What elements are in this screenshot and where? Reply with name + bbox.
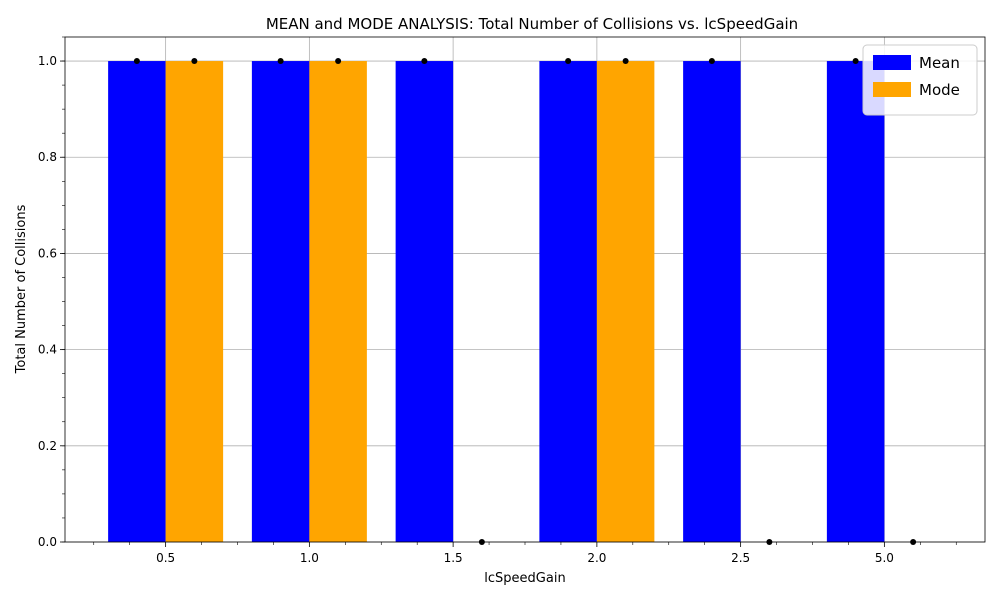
y-tick-label: 0.2	[38, 439, 57, 453]
y-tick-label: 0.4	[38, 343, 57, 357]
x-tick-label: 2.0	[587, 551, 606, 565]
mean-bar-1_5	[395, 61, 454, 543]
x-axis-label: lcSpeedGain	[484, 571, 565, 586]
mean-bar-2_5	[683, 61, 741, 543]
mean-marker-1_0	[277, 58, 284, 65]
legend-label-mean: Mean	[919, 54, 960, 72]
mode-bar-1_0	[309, 61, 367, 543]
mode-bar-2_0	[596, 61, 655, 543]
mode-bar-0_5	[165, 61, 224, 543]
y-tick-label: 1.0	[38, 54, 57, 68]
mode-marker-2_0	[622, 58, 629, 65]
x-ticks: 0.5 1.0 1.5 2.0 2.5 5.0	[93, 542, 957, 565]
mean-marker-5_0	[852, 58, 859, 65]
mean-bar-2_0	[539, 61, 597, 543]
legend-label-mode: Mode	[919, 81, 960, 99]
x-tick-label: 2.5	[731, 551, 750, 565]
mean-marker-2_0	[565, 58, 572, 65]
y-tick-label: 0.0	[38, 535, 57, 549]
mode-marker-1_0	[335, 58, 342, 65]
legend-swatch-mode	[873, 82, 911, 97]
mean-marker-1_5	[421, 58, 428, 65]
chart-title: MEAN and MODE ANALYSIS: Total Number of …	[266, 15, 798, 33]
x-tick-label: 5.0	[875, 551, 894, 565]
mean-marker-2_5	[708, 58, 715, 65]
markers	[133, 58, 917, 545]
mean-bar-1_0	[251, 61, 310, 543]
legend-swatch-mean	[873, 55, 911, 70]
y-ticks: 0.0 0.2 0.4 0.6 0.8 1.0	[38, 36, 65, 549]
bars	[108, 61, 885, 543]
mean-marker-0_5	[133, 58, 140, 65]
x-tick-label: 1.5	[444, 551, 463, 565]
mean-bar-5_0	[826, 61, 885, 543]
x-tick-label: 0.5	[156, 551, 175, 565]
x-tick-label: 1.0	[300, 551, 319, 565]
y-tick-label: 0.8	[38, 150, 57, 164]
mean-bar-0_5	[108, 61, 166, 543]
mode-marker-0_5	[191, 58, 198, 65]
y-tick-label: 0.6	[38, 246, 57, 260]
legend: Mean Mode	[862, 44, 978, 116]
y-axis-label: Total Number of Collisions	[14, 204, 29, 374]
